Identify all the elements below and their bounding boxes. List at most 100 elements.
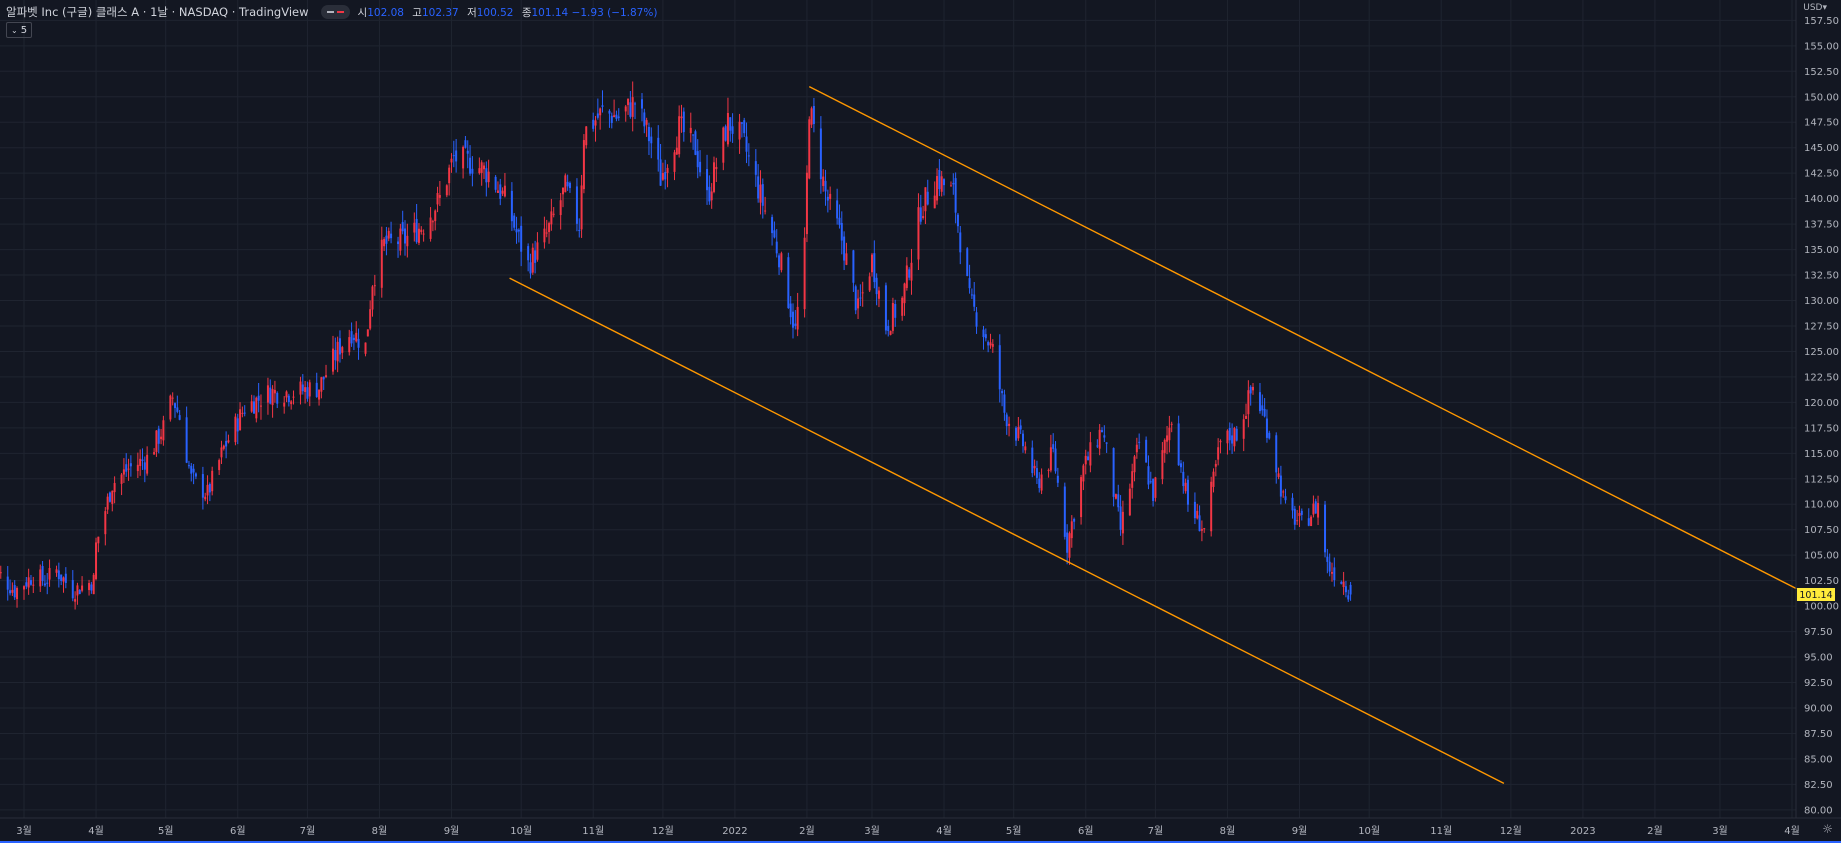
candle [285,390,288,403]
candle [1314,498,1317,514]
candle [452,140,455,168]
candle [617,108,620,121]
candle [220,440,223,464]
price-tick-label: 82.50 [1804,780,1833,791]
candle [675,136,678,155]
open-label: 시 [357,6,368,19]
candle [366,329,369,337]
price-tick-label: 140.00 [1804,194,1839,205]
candle [160,428,163,445]
candle [334,337,337,370]
candle [341,345,344,360]
candle [415,204,418,244]
candle [88,579,91,596]
candle [1031,440,1034,478]
candle [1056,467,1059,488]
trendline-lower[interactable] [509,277,1505,784]
candle [273,380,276,403]
candle [966,247,969,277]
time-tick-label: 2023 [1570,826,1595,837]
candle [1184,478,1187,494]
trendline-upper[interactable] [808,85,1797,590]
time-tick-label: 2월 [799,825,815,837]
candle [1084,449,1087,475]
gear-icon[interactable]: ☼ [1822,822,1833,836]
price-tick-label: 97.50 [1804,627,1833,638]
price-axis[interactable]: 80.00 82.50 85.00 87.50 90.00 92.50 95.00 97.50… [1795,0,1839,818]
candle [1196,503,1199,520]
candle [789,296,792,325]
low-value: 100.52 [476,6,514,19]
candle [794,310,797,330]
candle [9,579,12,596]
candle [559,192,562,230]
symbol-title[interactable]: 알파벳 Inc (구글) 클래스 A · 1날 · NASDAQ · Tradi… [6,5,309,19]
candle [673,149,676,181]
time-tick-label: 10월 [1358,825,1380,837]
candle [318,389,321,406]
currency-selector[interactable]: USD▾ [1803,3,1827,13]
candle [1245,403,1248,419]
candle [1145,436,1148,463]
price-tick-label: 90.00 [1804,703,1833,714]
trendlines[interactable] [509,85,1797,784]
candle [938,159,941,197]
candle [1117,484,1120,512]
candle [1317,495,1320,526]
candle [136,452,139,479]
candle [956,212,959,233]
price-tick-label: 117.50 [1804,423,1839,434]
candles [0,81,1352,610]
candle [991,339,994,353]
time-tick-label: 5월 [158,825,174,837]
candle [643,108,646,134]
candle [139,449,142,476]
time-tick-label: 7월 [300,825,316,837]
candle [550,198,553,231]
candle [845,242,848,266]
visibility-toggle[interactable] [320,5,350,19]
candle [236,413,239,445]
candle [95,537,98,581]
candle [968,264,971,294]
candle [1293,505,1296,530]
candle [959,225,962,265]
time-tick-label: 4월 [936,825,952,837]
candle [429,207,432,242]
time-axis[interactable]: 3월 4월 5월 6월 7월 8월 9월 10월 11월 12월 2022 2월 3월 4월 5월 6월 7월 8… [0,817,1841,837]
candle [250,394,253,413]
candle [875,273,878,306]
candle [515,216,518,244]
candle [48,559,51,587]
candle [41,560,44,586]
candle [1231,423,1234,454]
indicator-collapse-button[interactable]: ⌄ 5 [6,22,33,38]
candle [1212,468,1215,493]
candle [243,405,246,417]
candle [76,582,79,605]
candle [1340,580,1343,585]
candle [1022,430,1025,453]
candle [55,565,58,577]
candle [369,300,372,331]
candle [954,172,957,224]
time-tick-label: 8월 [372,825,388,837]
candle [450,153,453,173]
price-tick-label: 132.50 [1804,271,1839,282]
candle [1324,500,1327,558]
candle [331,335,334,375]
candle [910,248,913,295]
candle [29,574,32,586]
candle [759,170,762,215]
candle [276,391,279,409]
candle [970,288,973,300]
candle [757,164,760,203]
candle [78,589,81,595]
candle [355,321,358,343]
candle [1291,493,1294,519]
candle [299,376,302,405]
candle [1128,483,1131,517]
time-tick-label: 11월 [1430,825,1452,837]
price-tick-label: 107.50 [1804,525,1839,536]
